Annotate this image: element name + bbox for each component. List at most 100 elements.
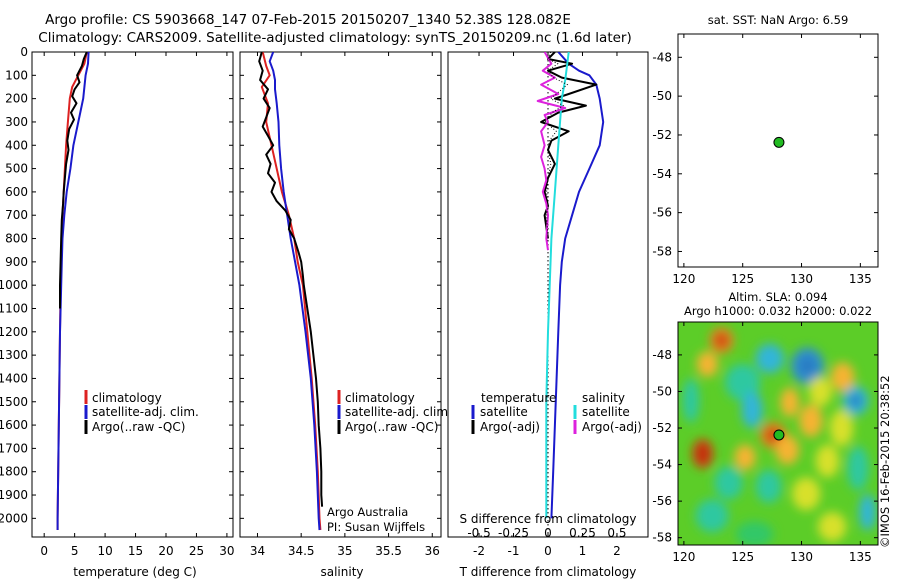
sst-map-ticks: 120 125 130 135 -48 -50 -52 -54 -56 -58 <box>652 34 878 286</box>
series-line-s-satellite <box>545 52 570 519</box>
sla-anomaly-blob <box>829 409 854 447</box>
lon-tick-label: 120 <box>672 550 695 564</box>
depth-tick-label: 400 <box>5 138 28 152</box>
legend-heading-salinity: salinity <box>582 391 625 405</box>
legend-label-argo: Argo(..raw -QC) <box>92 420 185 434</box>
depth-tick-label: 1400 <box>0 371 28 385</box>
s-diff-tick-label: 0.5 <box>607 526 626 540</box>
sla-anomaly-blob <box>695 499 729 533</box>
x-tick-label: 0 <box>40 544 48 558</box>
sla-anomaly-blob <box>755 343 784 374</box>
sst-map-title: sat. SST: NaN Argo: 6.59 <box>708 13 849 27</box>
sla-map-title1: Altim. SLA: 0.094 <box>728 290 827 304</box>
depth-tick-label: 1600 <box>0 418 28 432</box>
difference-panel: -2 -1 0 1 2 temperature salinity satellite s… <box>447 51 649 579</box>
sla-anomaly-blob <box>682 378 700 423</box>
difference-legend: temperature salinity satellite satellite… <box>471 391 642 434</box>
x-tick-label: 20 <box>158 544 173 558</box>
depth-tick-label: 300 <box>5 115 28 129</box>
s-diff-tick-label: 0.25 <box>569 526 596 540</box>
x-tick-label: 30 <box>219 544 234 558</box>
x-tick-label: 0 <box>544 544 552 558</box>
depth-tick-label: 500 <box>5 162 28 176</box>
lat-tick-label: -56 <box>652 206 672 220</box>
legend-label-satellite: satellite-adj. clim. <box>345 405 452 419</box>
x-tick-label: 34 <box>250 544 265 558</box>
salinity-axis-ticks: 34 34.5 35 35.5 36 <box>250 52 440 558</box>
sla-anomaly-blob <box>799 404 823 438</box>
series-line-s-argo-adj- <box>536 52 567 251</box>
salinity-panel: 34 34.5 35 35.5 36 climatology satellite-adj… <box>239 51 452 579</box>
lon-tick-label: 135 <box>849 550 872 564</box>
depth-tick-label: 1000 <box>0 278 28 292</box>
sla-anomaly-blob <box>815 444 840 478</box>
sla-anomaly-blob <box>859 493 876 531</box>
lon-tick-label: 125 <box>731 550 754 564</box>
legend-label-argo: Argo(..raw -QC) <box>345 420 438 434</box>
s-diff-tick-label: -0.25 <box>498 526 529 540</box>
lon-tick-label: 125 <box>731 272 754 286</box>
lon-tick-label: 130 <box>790 272 813 286</box>
sla-anomaly-blob <box>735 521 774 545</box>
x-tick-label: 36 <box>425 544 440 558</box>
depth-tick-label: 2000 <box>0 511 28 525</box>
argo-australia-label: Argo Australia <box>327 505 408 519</box>
x-tick-label: -2 <box>473 544 485 558</box>
salinity-depth-ticks <box>240 51 441 519</box>
lon-tick-label: 135 <box>849 272 872 286</box>
series-line-t-satellite <box>550 52 605 519</box>
salinity-legend: climatology satellite-adj. clim. Argo(..… <box>337 390 452 434</box>
header-line2: Climatology: CARS2009. Satellite-adjuste… <box>38 30 631 46</box>
sst-map-panel: sat. SST: NaN Argo: 6.59 120 125 130 135 -48… <box>652 13 879 286</box>
sla-anomaly-blob <box>741 391 763 429</box>
x-tick-label: 15 <box>128 544 143 558</box>
difference-axis-ticks: -2 -1 0 1 2 <box>473 52 621 558</box>
sla-anomaly-blob <box>808 376 833 407</box>
sla-map-panel: Altim. SLA: 0.094 Argo h1000: 0.032 h200… <box>652 290 892 564</box>
difference-xlabel: T difference from climatology <box>459 565 637 579</box>
depth-tick-label: 1700 <box>0 441 28 455</box>
sla-anomaly-blob <box>734 444 756 471</box>
lon-tick-label: 130 <box>790 550 813 564</box>
depth-tick-label: 1200 <box>0 325 28 339</box>
argo-location-marker <box>773 429 785 441</box>
depth-tick-label: 1800 <box>0 465 28 479</box>
sla-anomaly-blob <box>830 362 855 392</box>
sla-anomaly-blob <box>714 466 743 500</box>
lat-tick-label: -50 <box>652 89 672 103</box>
x-tick-label: 10 <box>97 544 112 558</box>
lat-tick-label: -48 <box>652 50 672 64</box>
legend-label-climatology: climatology <box>345 391 415 405</box>
depth-tick-label: 700 <box>5 208 28 222</box>
sla-anomaly-core <box>849 394 862 408</box>
legend-label-s-argo: Argo(-adj) <box>582 420 642 434</box>
legend-label-s-satellite: satellite <box>582 405 630 419</box>
series-line-argo-raw-qc- <box>59 52 88 309</box>
sla-map-axes <box>677 321 879 546</box>
sla-anomaly-core <box>716 334 727 347</box>
lat-tick-label: -54 <box>652 458 672 472</box>
x-tick-label: 25 <box>189 544 204 558</box>
sla-anomaly-blob <box>696 351 718 377</box>
lat-tick-label: -52 <box>652 128 672 142</box>
lat-tick-label: -58 <box>652 531 672 545</box>
depth-tick-label: 800 <box>5 232 28 246</box>
x-tick-label: 35.5 <box>375 544 402 558</box>
series-line-t-argo-adj- <box>540 52 598 239</box>
depth-tick-label: 1500 <box>0 395 28 409</box>
x-tick-label: 35 <box>337 544 352 558</box>
lat-tick-label: -50 <box>652 384 672 398</box>
depth-tick-label: 200 <box>5 92 28 106</box>
imos-watermark: ©IMOS 16-Feb-2015 20:38:52 <box>878 375 892 548</box>
temperature-lines <box>56 52 90 530</box>
legend-heading-temperature: temperature <box>481 391 556 405</box>
temperature-axis-ticks: 0 5 10 15 20 25 30 <box>40 52 235 558</box>
legend-label-satellite: satellite-adj. clim. <box>92 405 199 419</box>
lat-tick-label: -58 <box>652 244 672 258</box>
temperature-panel: 0100200300400500600700800900100011001200… <box>0 45 235 579</box>
argo-location-marker <box>773 136 785 148</box>
temperature-legend: climatology satellite-adj. clim. Argo(..… <box>84 390 199 434</box>
s-diff-tick-label: 0 <box>544 526 552 540</box>
temperature-axes <box>31 51 234 538</box>
sla-map-title2: Argo h1000: 0.032 h2000: 0.022 <box>684 304 872 318</box>
